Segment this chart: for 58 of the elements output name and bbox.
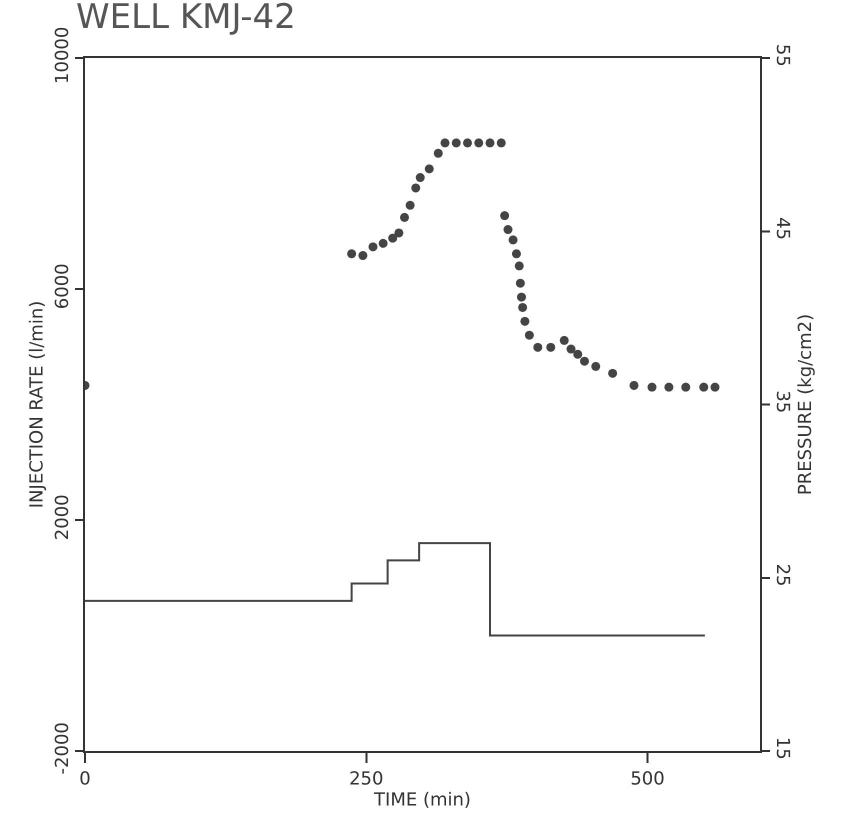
point [520, 316, 530, 326]
x-tick-label: 250 [349, 768, 384, 790]
point [452, 138, 461, 148]
point [664, 382, 674, 392]
point [681, 382, 690, 392]
x-axis-title: TIME (min) [373, 790, 471, 811]
point [388, 234, 398, 243]
point [406, 200, 415, 210]
y-tick-label: 6000 [52, 263, 73, 310]
point [368, 242, 378, 252]
point [566, 344, 576, 354]
point [512, 249, 521, 258]
y2-axis-title: PRESSURE (kg/cm2) [794, 314, 816, 496]
point [630, 380, 638, 390]
point [378, 238, 388, 248]
point [648, 382, 656, 392]
point [508, 235, 518, 244]
point [411, 183, 420, 192]
point [517, 292, 526, 302]
y2-tick-label: 45 [772, 217, 794, 240]
y-axis-title: INJECTION RATE (l/min) [26, 300, 48, 508]
point [710, 382, 720, 392]
point [474, 138, 484, 148]
y-tick-label: -2000 [52, 722, 73, 774]
point [560, 336, 569, 345]
point [514, 261, 524, 270]
point [516, 278, 525, 288]
point [440, 138, 450, 148]
point [416, 173, 425, 182]
point [699, 382, 708, 392]
point [573, 350, 582, 359]
point [434, 148, 443, 158]
point [463, 138, 472, 148]
y-tick-label: 2000 [52, 494, 73, 540]
point [546, 342, 556, 352]
y2-tick-label: 55 [772, 44, 794, 67]
chart-title: WELL KMJ-42 [76, 0, 296, 37]
point [524, 330, 534, 340]
point [394, 228, 404, 238]
y2-tick-label: 25 [772, 564, 794, 587]
point [591, 362, 600, 371]
point [400, 212, 409, 222]
y2-tick-label: 35 [772, 390, 794, 414]
point [533, 342, 542, 352]
point [424, 164, 434, 174]
point [504, 225, 512, 234]
point [358, 251, 368, 260]
point [486, 138, 494, 148]
point [580, 356, 589, 366]
x-tick-label: 0 [79, 768, 91, 790]
point [608, 368, 618, 378]
point [496, 138, 506, 148]
y-tick-label: 10000 [52, 26, 73, 84]
y2-tick-label: 15 [772, 736, 794, 760]
x-tick-label: 500 [630, 768, 665, 790]
point [518, 302, 528, 312]
point [347, 249, 356, 258]
point [500, 211, 510, 220]
